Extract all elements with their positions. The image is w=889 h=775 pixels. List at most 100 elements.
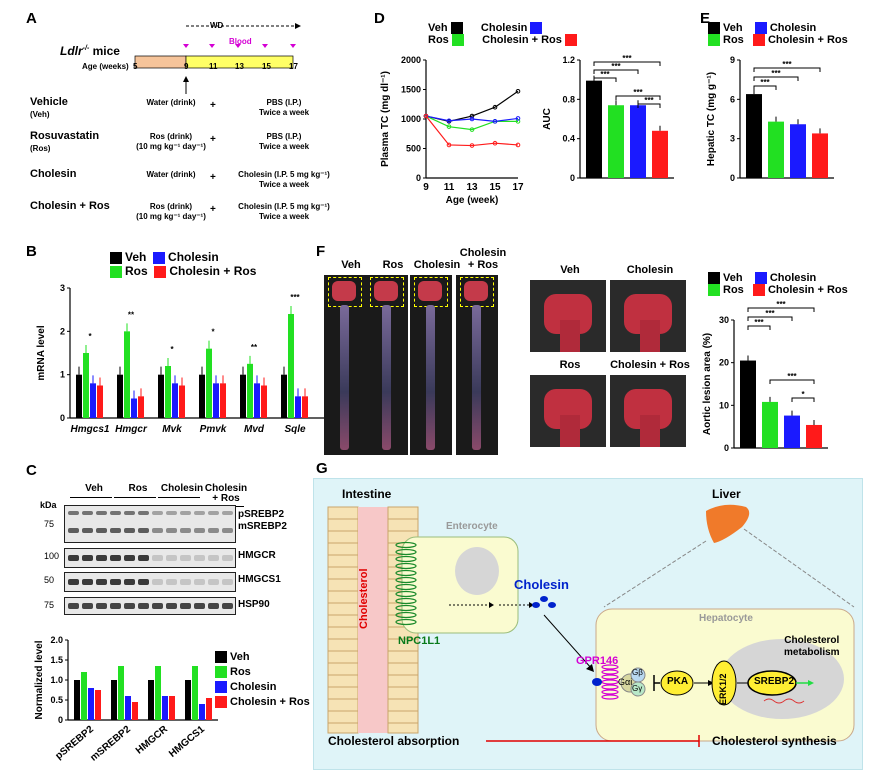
tick-17: 17	[289, 62, 298, 71]
band	[110, 555, 121, 561]
bar	[206, 698, 212, 720]
category-label: Mvd	[244, 424, 265, 435]
bar	[169, 696, 175, 720]
npc1l1-helix	[395, 597, 417, 605]
band	[138, 579, 149, 585]
band	[194, 528, 205, 533]
npc1l1-label: NPC1L1	[398, 635, 441, 647]
significance: **	[128, 310, 135, 319]
bar	[131, 398, 137, 418]
blot-box	[64, 572, 236, 592]
bar	[740, 360, 756, 448]
bar	[630, 105, 646, 178]
zoom-label: Cholesin + Ros	[610, 359, 690, 371]
plus-sign: +	[210, 172, 216, 183]
gbeta-label: Gβ	[632, 668, 643, 677]
band	[124, 579, 135, 585]
group-name: Vehicle	[30, 96, 68, 108]
significance: *	[211, 328, 215, 337]
significance: ***	[644, 96, 654, 105]
blot-group-line	[70, 497, 112, 498]
group-drink: Ros (drink) (10 mg kg⁻¹ day⁻¹)	[136, 202, 206, 221]
metabolism-label: Cholesterol metabolism	[784, 635, 840, 658]
band	[152, 511, 163, 515]
bar	[97, 385, 103, 418]
data-point	[492, 140, 498, 146]
y-tick-label: 9	[730, 55, 735, 65]
panel-g-label: G	[316, 460, 328, 477]
group-name: Cholesin + Ros	[30, 200, 110, 212]
blood-arrows	[183, 44, 296, 48]
band	[222, 528, 233, 533]
band	[138, 555, 149, 561]
band	[208, 528, 219, 533]
blot-group-label: Cholesin	[160, 483, 204, 494]
category-label: Pmvk	[200, 424, 227, 435]
band	[82, 528, 93, 533]
y-tick-label: 1500	[401, 85, 421, 95]
bar	[158, 374, 164, 418]
significance-bracket	[791, 397, 815, 402]
arch-tissue	[374, 281, 398, 301]
series-line	[425, 115, 519, 122]
band	[110, 511, 121, 515]
zoom-label: Cholesin	[626, 264, 674, 276]
bar	[254, 383, 260, 418]
significance: *	[88, 332, 92, 341]
bar	[812, 133, 828, 178]
bar	[762, 401, 778, 448]
data-point	[515, 88, 521, 94]
aorta-label: Ros	[382, 259, 404, 271]
kda-value: 75	[44, 600, 55, 610]
significance-bracket	[637, 103, 661, 108]
y-tick-label: 6	[730, 94, 735, 104]
y-tick-label: 2	[60, 326, 65, 336]
band	[124, 555, 135, 561]
zoom-photo	[610, 280, 686, 352]
significance: *	[801, 390, 805, 399]
group-name: Rosuvastatin	[30, 130, 100, 142]
legend-d: Veh Cholesin Ros Cholesin + Ros	[428, 22, 580, 47]
kda-label: kDa	[40, 500, 57, 510]
y-axis-label: Aortic lesion area (%)	[702, 333, 713, 435]
bar	[185, 680, 191, 720]
bar	[608, 105, 624, 178]
y-tick-label: 20	[719, 358, 729, 368]
y-tick-label: 2000	[401, 55, 421, 65]
y-tick-label: 500	[406, 144, 421, 154]
category-label: Hmgcr	[115, 424, 148, 435]
bar	[206, 348, 212, 418]
band-label: HSP90	[238, 599, 270, 610]
y-tick-label: 2.0	[50, 635, 63, 645]
significance-bracket	[747, 307, 815, 312]
group-ip: PBS (I.P.) Twice a week	[258, 98, 310, 117]
kda-value: 100	[44, 551, 60, 561]
category-label: Hmgcs1	[71, 424, 110, 435]
gpr146-helix	[601, 694, 619, 700]
significance: ***	[622, 54, 632, 63]
aorta-tissue	[340, 305, 349, 450]
lesion-tissue	[560, 320, 580, 352]
age-axis-label: Age (weeks)	[82, 62, 129, 71]
band	[166, 603, 177, 609]
panel-c-label: C	[26, 462, 37, 479]
bar	[88, 688, 94, 720]
bar	[768, 121, 784, 178]
significance-bracket	[753, 67, 821, 72]
blot-box	[64, 505, 236, 543]
band	[194, 579, 205, 585]
y-tick-label: 0.4	[562, 134, 575, 144]
significance: ***	[782, 60, 792, 69]
data-point	[423, 113, 429, 119]
arch-tissue	[464, 281, 488, 301]
npc1l1-transporter	[395, 541, 417, 626]
zoom-photo	[530, 375, 606, 447]
band	[110, 603, 121, 609]
npc1l1-helix	[395, 576, 417, 584]
npc1l1-helix	[395, 604, 417, 612]
series-line	[425, 115, 519, 147]
band	[208, 603, 219, 609]
panel-d-label: D	[374, 10, 385, 27]
